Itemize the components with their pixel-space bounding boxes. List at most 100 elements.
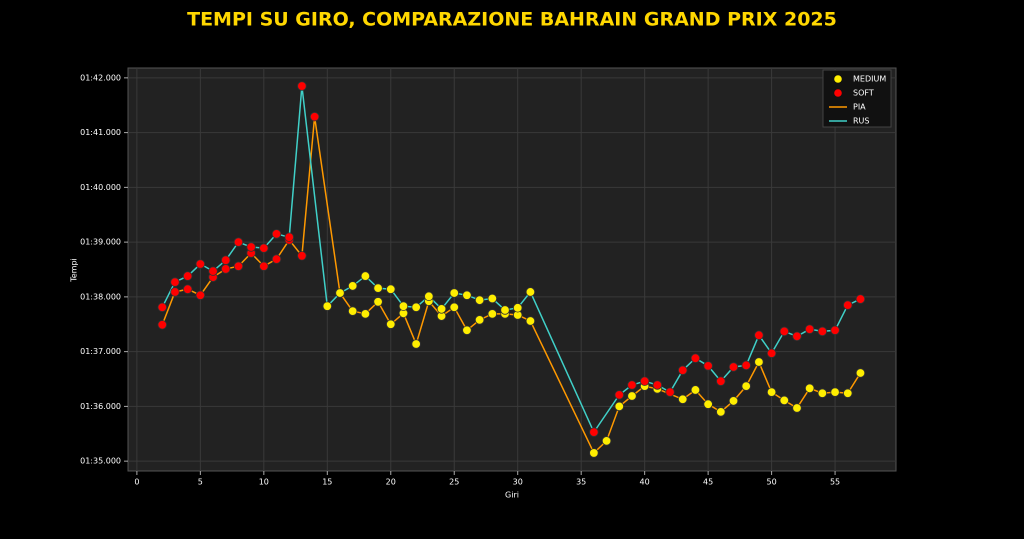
lap-marker bbox=[335, 288, 345, 298]
y-axis-label: Tempi bbox=[70, 258, 79, 283]
legend-label: RUS bbox=[853, 117, 870, 126]
legend-marker bbox=[834, 89, 842, 97]
lap-marker bbox=[436, 304, 447, 314]
lap-marker bbox=[817, 388, 828, 398]
lap-marker bbox=[208, 266, 218, 276]
lap-marker bbox=[804, 324, 815, 334]
x-axis-label: Giri bbox=[505, 491, 519, 500]
lap-marker bbox=[855, 294, 866, 304]
lap-marker bbox=[347, 306, 358, 316]
lap-marker bbox=[792, 403, 802, 413]
x-tick-label: 0 bbox=[134, 478, 139, 487]
x-tick-label: 10 bbox=[259, 478, 269, 487]
lap-marker bbox=[513, 303, 523, 313]
lap-marker bbox=[449, 288, 459, 298]
lap-marker bbox=[195, 290, 206, 300]
lap-marker bbox=[373, 283, 383, 293]
lap-marker bbox=[246, 242, 256, 252]
y-tick-label: 01:41.000 bbox=[80, 128, 121, 137]
lap-marker bbox=[233, 237, 244, 247]
plot-area bbox=[127, 67, 897, 472]
chart-title: TEMPI SU GIRO, COMPARAZIONE BAHRAIN GRAN… bbox=[187, 9, 837, 31]
lap-marker bbox=[741, 381, 751, 391]
lap-marker bbox=[195, 259, 206, 269]
lap-marker bbox=[462, 325, 472, 335]
lap-marker bbox=[525, 316, 536, 326]
lap-marker bbox=[690, 353, 701, 363]
lap-marker bbox=[754, 357, 764, 367]
lap-marker bbox=[259, 261, 269, 271]
lap-marker bbox=[309, 112, 320, 122]
lap-marker bbox=[525, 287, 536, 297]
lap-marker bbox=[233, 261, 244, 271]
lap-marker bbox=[830, 387, 840, 397]
lap-marker bbox=[716, 376, 726, 386]
lap-marker bbox=[817, 326, 828, 337]
x-tick-label: 15 bbox=[322, 478, 332, 487]
x-tick-label: 55 bbox=[830, 478, 840, 487]
lap-marker bbox=[259, 243, 269, 253]
lap-marker bbox=[843, 300, 853, 310]
lap-marker bbox=[754, 330, 764, 340]
lap-marker bbox=[170, 277, 180, 287]
lap-marker bbox=[614, 401, 624, 412]
x-tick-label: 5 bbox=[198, 478, 203, 487]
lap-marker bbox=[703, 399, 713, 409]
x-tick-label: 40 bbox=[640, 478, 650, 487]
lap-marker bbox=[424, 291, 434, 302]
lap-marker bbox=[221, 255, 231, 265]
lap-marker bbox=[449, 302, 459, 312]
lap-marker bbox=[386, 319, 396, 329]
legend-label: PIA bbox=[853, 103, 866, 112]
lap-marker bbox=[271, 229, 282, 239]
y-tick-label: 01:37.000 bbox=[80, 347, 121, 356]
lap-marker bbox=[614, 390, 624, 400]
legend-label: MEDIUM bbox=[853, 75, 886, 84]
legend-label: SOFT bbox=[853, 89, 874, 98]
lap-marker bbox=[297, 81, 307, 91]
lap-marker bbox=[627, 391, 637, 401]
lap-marker bbox=[360, 271, 371, 281]
x-tick-label: 50 bbox=[767, 478, 777, 487]
lap-marker bbox=[627, 380, 637, 390]
lap-marker bbox=[182, 271, 193, 281]
lap-marker bbox=[487, 293, 498, 304]
lap-marker bbox=[678, 365, 688, 375]
lap-marker bbox=[639, 376, 650, 386]
lap-marker bbox=[652, 380, 663, 390]
lap-marker bbox=[804, 383, 815, 394]
lap-marker bbox=[589, 448, 599, 458]
lap-marker bbox=[411, 339, 421, 349]
y-tick-label: 01:35.000 bbox=[80, 457, 121, 466]
lap-marker bbox=[703, 361, 713, 371]
legend-marker bbox=[834, 75, 842, 83]
x-tick-label: 20 bbox=[386, 478, 396, 487]
lap-marker bbox=[792, 331, 802, 342]
x-tick-label: 35 bbox=[576, 478, 586, 487]
lap-marker bbox=[398, 301, 409, 311]
x-tick-label: 30 bbox=[513, 478, 523, 487]
lap-marker bbox=[716, 407, 726, 417]
lap-marker bbox=[182, 284, 193, 294]
lap-marker bbox=[474, 295, 485, 305]
lap-marker bbox=[284, 232, 294, 242]
lap-marker bbox=[728, 396, 739, 406]
lap-marker bbox=[373, 297, 383, 307]
lap-marker bbox=[601, 436, 612, 446]
y-tick-label: 01:38.000 bbox=[80, 292, 121, 301]
lap-marker bbox=[741, 360, 751, 371]
lap-marker bbox=[271, 254, 282, 264]
lap-marker bbox=[360, 309, 371, 319]
lap-marker bbox=[779, 395, 789, 406]
y-tick-label: 01:39.000 bbox=[80, 238, 121, 247]
lap-marker bbox=[678, 394, 688, 404]
lap-marker bbox=[779, 326, 789, 337]
lap-marker bbox=[347, 281, 358, 291]
y-tick-label: 01:40.000 bbox=[80, 183, 121, 192]
lap-marker bbox=[474, 315, 485, 325]
x-tick-label: 45 bbox=[703, 478, 713, 487]
lap-marker bbox=[462, 290, 472, 300]
y-tick-label: 01:42.000 bbox=[80, 73, 121, 82]
